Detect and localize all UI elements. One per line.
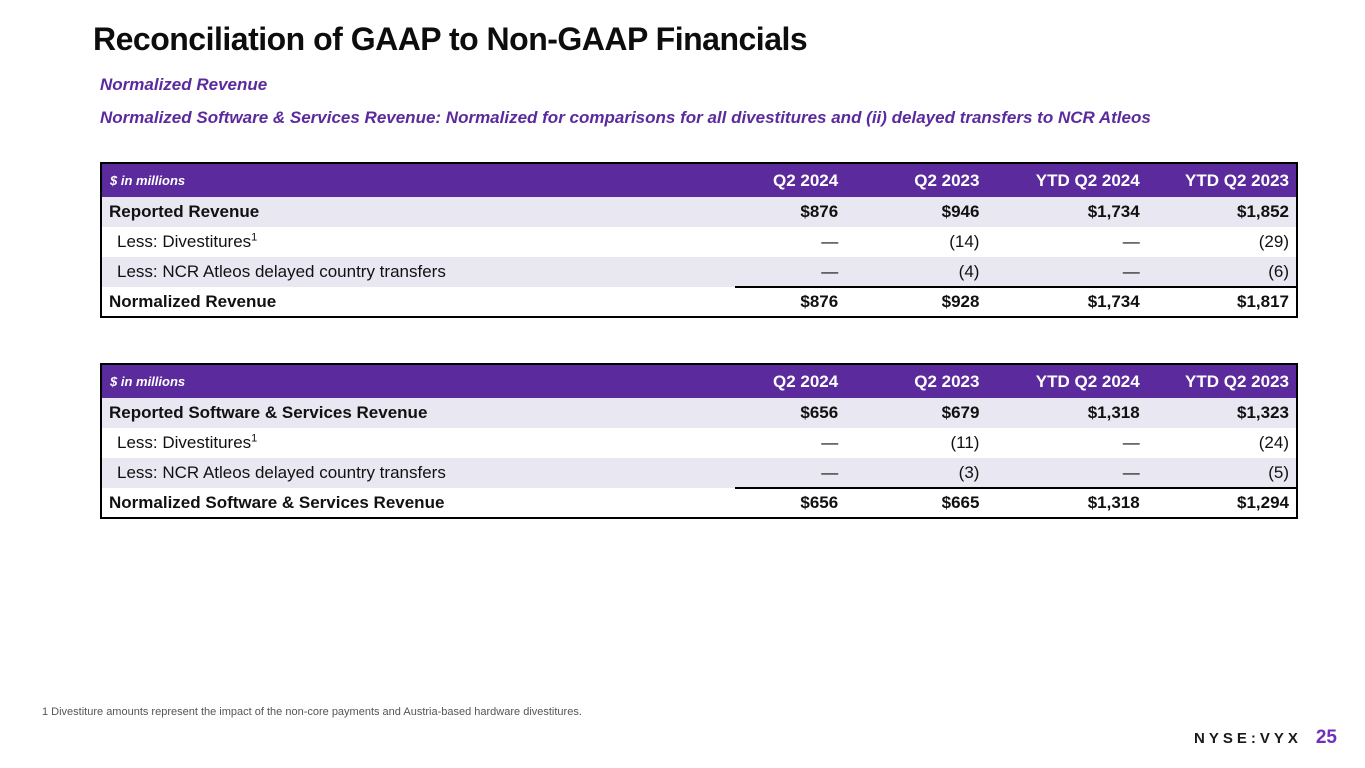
cell-value: — [1122, 462, 1140, 482]
row-label-text: Less: Divestitures [117, 433, 252, 452]
cell-value: $1,323 [1237, 403, 1289, 422]
normalized-revenue-table: $ in millions Q2 2024 Q2 2023 YTD Q2 2024 YT… [100, 162, 1298, 318]
footnote-marker: 1 [251, 432, 258, 445]
row-label: Normalized Revenue [101, 287, 735, 317]
table-header-row: $ in millions Q2 2024 Q2 2023 YTD Q2 2024 YT… [101, 163, 1297, 197]
cell-value: — [821, 232, 839, 251]
unit-label: $ in millions [110, 374, 186, 389]
row-label: Normalized Software & Services Revenue [101, 488, 735, 518]
cell-value: $1,734 [1087, 202, 1140, 221]
cell-value: $876 [735, 286, 846, 317]
column-header: Q2 2024 [772, 371, 839, 391]
page-number: 25 [1315, 727, 1337, 748]
cell-value: $656 [800, 403, 839, 422]
row-label: Less: Divestitures1 [101, 428, 735, 458]
row-label: Reported Revenue [101, 197, 735, 227]
cell-value: $1,318 [986, 487, 1147, 518]
cell-value: $679 [941, 403, 980, 422]
row-label-text: Normalized Software & Services Revenue [109, 492, 445, 512]
cell-value: (5) [1268, 462, 1289, 482]
table-row: Less: Divestitures1 — (11) — (24) [101, 428, 1297, 458]
cell-value: — [821, 433, 839, 452]
column-header: Q2 2024 [772, 170, 839, 190]
table-row: Normalized Software & Services Revenue $6… [101, 487, 1297, 518]
table-row: Reported Software & Services Revenue $656… [101, 398, 1297, 428]
normalized-software-services-revenue-table: $ in millions Q2 2024 Q2 2023 YTD Q2 2024 YT… [100, 363, 1298, 519]
column-header: YTD Q2 2023 [1185, 170, 1289, 190]
row-label-text: Reported Software & Services Revenue [109, 403, 428, 422]
cell-value: $928 [845, 286, 987, 317]
table-row: Less: Divestitures1 — (14) — (29) [101, 227, 1297, 257]
row-label: Less: NCR Atleos delayed country transfe… [101, 257, 735, 287]
cell-value: (3) [958, 462, 980, 482]
slide-footer: NYSE:VYX 25 [1194, 727, 1337, 749]
cell-value: (29) [1258, 232, 1289, 251]
cell-value: $946 [941, 202, 980, 221]
subtitle-normalized-software-services-revenue: Normalized Software & Services Revenue: … [100, 108, 1151, 127]
cell-value: (6) [1268, 261, 1289, 281]
cell-value: $665 [845, 487, 987, 518]
column-header: Q2 2023 [914, 170, 980, 190]
row-label: Less: NCR Atleos delayed country transfe… [101, 458, 735, 488]
footnote: 1 Divestiture amounts represent the impa… [42, 706, 582, 718]
cell-value: — [821, 462, 839, 482]
cell-value: $1,852 [1237, 202, 1289, 221]
table-row: Normalized Revenue $876 $928 $1,734 $1,817 [101, 286, 1297, 317]
column-header: YTD Q2 2024 [1035, 170, 1140, 190]
cell-value: $1,294 [1146, 487, 1297, 518]
cell-value: $656 [735, 487, 846, 518]
row-label: Less: Divestitures1 [101, 227, 735, 257]
cell-value: — [1122, 433, 1140, 452]
cell-value: — [1122, 232, 1140, 251]
table-header-row: $ in millions Q2 2024 Q2 2023 YTD Q2 2024 YT… [101, 364, 1297, 398]
row-label-text: Less: NCR Atleos delayed country transfe… [117, 262, 446, 281]
cell-value: $1,318 [1087, 403, 1140, 422]
cell-value: $876 [800, 202, 839, 221]
page-title: Reconciliation of GAAP to Non-GAAP Finan… [93, 21, 808, 57]
row-label-text: Reported Revenue [109, 202, 260, 221]
row-label-text: Less: Divestitures [117, 232, 252, 251]
cell-value: $1,734 [986, 286, 1147, 317]
cell-value: $1,817 [1146, 286, 1297, 317]
row-label: Reported Software & Services Revenue [101, 398, 735, 428]
subtitle-normalized-revenue: Normalized Revenue [100, 75, 268, 94]
cell-value: (14) [949, 232, 980, 251]
row-label-text: Normalized Revenue [109, 291, 277, 311]
cell-value: (4) [958, 261, 980, 281]
cell-value: — [1122, 261, 1140, 281]
row-label-text: Less: NCR Atleos delayed country transfe… [117, 463, 446, 482]
table-row: Less: NCR Atleos delayed country transfe… [101, 257, 1297, 287]
footnote-marker: 1 [251, 231, 258, 244]
cell-value: (24) [1258, 433, 1289, 452]
cell-value: (11) [950, 433, 980, 452]
ticker-label: NYSE:VYX [1194, 730, 1302, 747]
column-header: YTD Q2 2024 [1035, 371, 1140, 391]
table-row: Less: NCR Atleos delayed country transfe… [101, 458, 1297, 488]
unit-label: $ in millions [110, 173, 186, 188]
column-header: Q2 2023 [914, 371, 980, 391]
cell-value: — [821, 261, 839, 281]
column-header: YTD Q2 2023 [1185, 371, 1289, 391]
table-row: Reported Revenue $876 $946 $1,734 $1,852 [101, 197, 1297, 227]
